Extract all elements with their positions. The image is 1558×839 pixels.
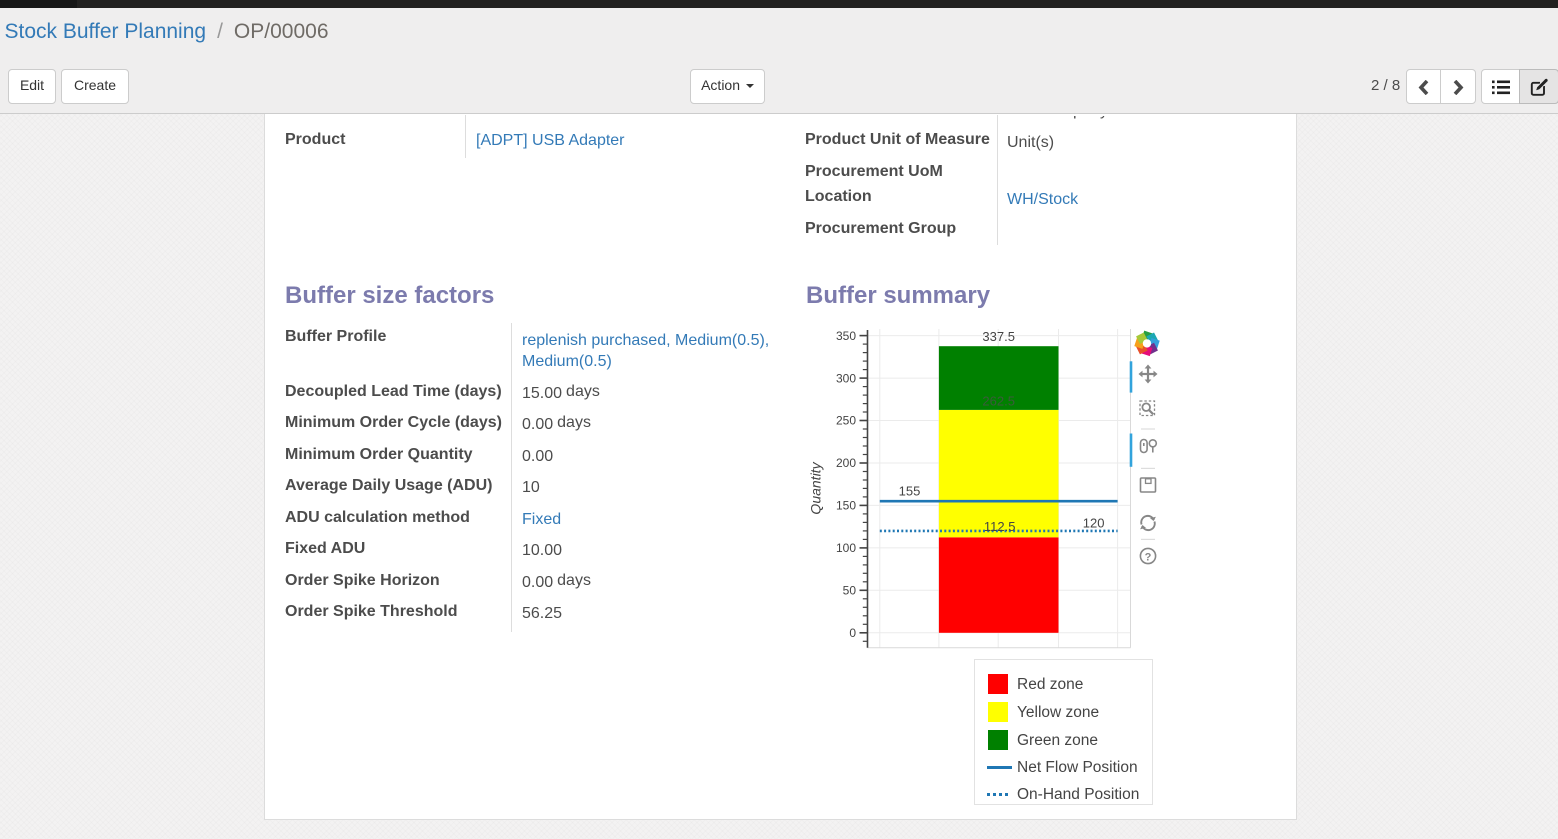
svg-text:250: 250 bbox=[836, 414, 856, 428]
svg-text:262.5: 262.5 bbox=[982, 394, 1015, 409]
svg-text:?: ? bbox=[1145, 552, 1152, 564]
svg-text:150: 150 bbox=[836, 499, 856, 513]
svg-text:50: 50 bbox=[843, 584, 857, 598]
svg-text:350: 350 bbox=[836, 329, 856, 343]
svg-text:337.5: 337.5 bbox=[982, 329, 1015, 344]
svg-text:112.5: 112.5 bbox=[984, 519, 1016, 534]
svg-text:100: 100 bbox=[836, 541, 856, 555]
svg-text:155: 155 bbox=[899, 484, 921, 499]
svg-text:0: 0 bbox=[849, 626, 856, 640]
svg-text:120: 120 bbox=[1083, 516, 1105, 531]
svg-text:300: 300 bbox=[836, 371, 856, 385]
svg-text:200: 200 bbox=[836, 456, 856, 470]
svg-text:Quantity: Quantity bbox=[808, 461, 824, 514]
